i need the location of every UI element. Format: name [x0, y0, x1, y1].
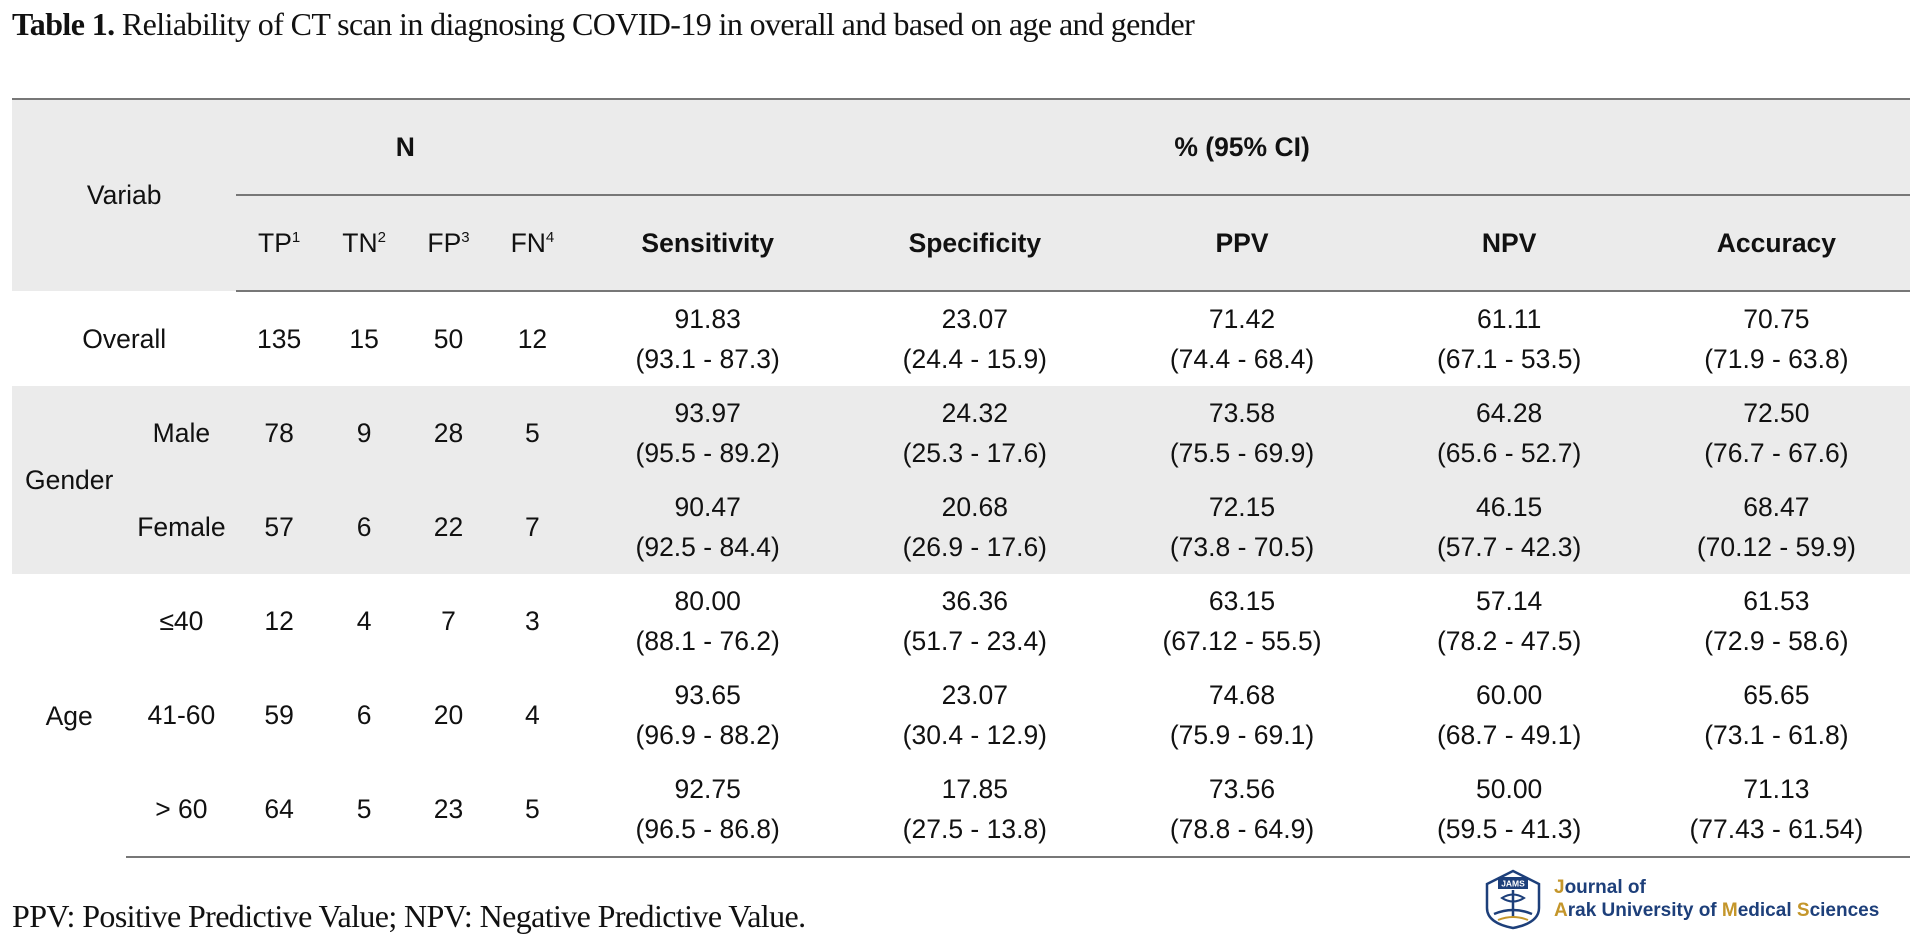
fp-cell: 22 [406, 480, 491, 574]
tp-cell: 78 [236, 386, 322, 480]
header-ppv: PPV [1108, 194, 1376, 292]
table-row: 41-60 59 6 20 4 93.65 (96.9 - 88.2) 23.07… [12, 668, 1910, 762]
subgroup-label: Female [126, 480, 237, 574]
ppv-cell: 73.58 (75.5 - 69.9) [1108, 386, 1376, 480]
specificity-cell: 20.68 (26.9 - 17.6) [841, 480, 1109, 574]
header-fp: FP3 [406, 194, 491, 292]
table-row: Overall 135 15 50 12 91.83 (93.1 - 87.3) … [12, 291, 1910, 386]
npv-cell: 64.28 (65.6 - 52.7) [1375, 386, 1643, 480]
npv-cell: 57.14 (78.2 - 47.5) [1436, 586, 1582, 656]
accuracy-cell: 72.50 (76.7 - 67.6) [1642, 386, 1910, 480]
header-tp: TP1 [236, 194, 322, 292]
footnote: PPV: Positive Predictive Value; NPV: Neg… [12, 898, 806, 934]
specificity-cell: 23.07 (30.4 - 12.9) [902, 680, 1048, 750]
journal-name: Journal of Arak University of Medical Sc… [1554, 876, 1879, 922]
results-table: Variab N % (95% CI) TP1 TN2 FP3 FN4 Sens… [12, 98, 1910, 858]
npv-cell: 61.11 (67.1 - 53.5) [1436, 304, 1582, 374]
tn-cell: 5 [321, 762, 407, 858]
accuracy-cell: 68.47 (70.12 - 59.9) [1642, 480, 1910, 574]
tp-cell: 12 [264, 606, 294, 636]
tn-cell: 15 [349, 324, 379, 354]
sensitivity-cell: 91.83 (93.1 - 87.3) [635, 304, 780, 374]
ppv-cell: 72.15 (73.8 - 70.5) [1108, 480, 1376, 574]
subgroup-label: ≤40 [159, 606, 204, 636]
subgroup-label: Male [126, 386, 237, 480]
accuracy-cell: 70.75 (71.9 - 63.8) [1704, 304, 1849, 374]
ppv-cell: 73.56 (78.8 - 64.9) [1108, 762, 1376, 858]
journal-name-line1: Journal of [1554, 877, 1646, 898]
table-row: > 60 64 5 23 5 92.75 (96.5 - 86.8) 17.85(… [12, 762, 1910, 858]
sensitivity-cell: 92.75 (96.5 - 86.8) [574, 762, 842, 858]
emblem-badge-text: JAMS [1501, 879, 1525, 889]
sensitivity-cell: 93.65 (96.9 - 88.2) [635, 680, 780, 750]
sensitivity-cell: 90.47 (92.5 - 84.4) [574, 480, 842, 574]
header-tn: TN2 [321, 194, 407, 292]
header-fn: FN4 [490, 194, 575, 292]
journal-name-line2: Arak University of Medical Sciences [1554, 900, 1880, 921]
tn-cell: 4 [356, 606, 372, 636]
header-sensitivity: Sensitivity [574, 194, 842, 292]
npv-cell: 46.15 (57.7 - 42.3) [1375, 480, 1643, 574]
accuracy-cell: 71.13 (77.43 - 61.54) [1642, 762, 1910, 858]
specificity-cell: 17.85 (27.5 - 13.8) [841, 762, 1109, 858]
header-specificity: Specificity [841, 194, 1109, 292]
npv-cell: 60.00 (68.7 - 49.1) [1436, 680, 1582, 750]
header-accuracy: Accuracy [1642, 194, 1910, 292]
tn-cell: 6 [356, 700, 372, 730]
tn-cell: 9 [321, 386, 407, 480]
fp-cell: 7 [441, 606, 456, 636]
group-label-age: Age [45, 700, 93, 731]
tp-cell: 135 [257, 324, 302, 354]
npv-cell: 50.00 (59.5 - 41.3) [1375, 762, 1643, 858]
journal-logo: JAMS Journal of Arak University of Medic… [1478, 868, 1915, 932]
caption-label: Table 1. [12, 6, 115, 42]
table-row: Female 57 6 22 7 90.47 (92.5 - 84.4) 20.6… [12, 480, 1910, 574]
fp-cell: 23 [406, 762, 491, 858]
tp-cell: 64 [236, 762, 322, 858]
table-row: Gender Male 78 9 28 5 93.97 (95.5 - 89.2)… [12, 386, 1910, 574]
subgroup-label: 41-60 [147, 700, 216, 730]
header-pct-group: % (95% CI) [574, 98, 1910, 195]
table-row: Age ≤40 12 4 7 3 80.00 (88.1 - 76.2) 36.3… [12, 574, 1910, 731]
specificity-cell: 23.07 (24.4 - 15.9) [902, 304, 1048, 374]
tp-cell: 59 [264, 700, 294, 730]
journal-emblem-icon: JAMS [1485, 869, 1541, 930]
fp-cell: 28 [406, 386, 491, 480]
fp-cell: 50 [433, 324, 464, 354]
subgroup-label: > 60 [126, 762, 237, 858]
specificity-cell: 36.36 (51.7 - 23.4) [902, 586, 1048, 656]
accuracy-cell: 65.65 (73.1 - 61.8) [1704, 680, 1849, 750]
caption-text: Reliability of CT scan in diagnosing COV… [114, 6, 1195, 42]
fp-cell: 20 [433, 700, 464, 730]
sensitivity-cell: 80.00 (88.1 - 76.2) [635, 586, 780, 656]
ppv-cell: 74.68 (75.9 - 69.1) [1169, 680, 1315, 750]
group-label-gender: Gender [12, 386, 127, 574]
header-n-group: N [236, 98, 575, 195]
sensitivity-cell: 93.97 (95.5 - 89.2) [574, 386, 842, 480]
fn-cell: 3 [525, 606, 540, 636]
table-caption: Table 1. Reliability of CT scan in diagn… [12, 6, 1195, 43]
specificity-cell: 24.32 (25.3 - 17.6) [841, 386, 1109, 480]
ppv-cell: 63.15 (67.12 - 55.5) [1162, 586, 1322, 656]
fn-cell: 5 [490, 762, 575, 858]
tn-cell: 6 [321, 480, 407, 574]
fn-cell: 12 [517, 324, 548, 354]
accuracy-cell: 61.53 (72.9 - 58.6) [1704, 586, 1849, 656]
header-variable: Variab [12, 98, 237, 291]
tp-cell: 57 [236, 480, 322, 574]
row-label: Overall [82, 323, 167, 354]
header-npv: NPV [1375, 194, 1643, 292]
fn-cell: 7 [490, 480, 575, 574]
fn-cell: 5 [490, 386, 575, 480]
ppv-cell: 71.42 (74.4 - 68.4) [1169, 304, 1315, 374]
fn-cell: 4 [525, 700, 540, 730]
